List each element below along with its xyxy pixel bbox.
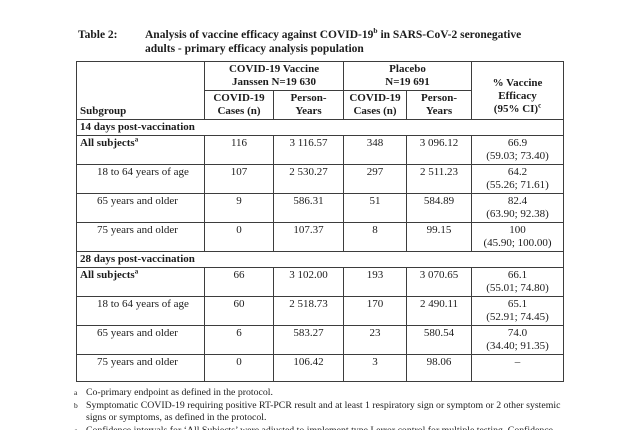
column-header-placebo-cases: COVID-19 Cases (n) xyxy=(343,90,408,120)
footnote-b: b Symptomatic COVID-19 requiring positiv… xyxy=(73,400,565,424)
subgroup-cell: 65 years and older xyxy=(76,193,205,223)
placebo-cases-cell: 23 xyxy=(343,325,408,355)
efficacy-cell: 66.1 (55.01; 74.80) xyxy=(471,267,565,297)
vaccine-person-years-cell: 2 530.27 xyxy=(272,164,345,194)
efficacy-cell: 64.2 (55.26; 71.61) xyxy=(471,164,565,194)
footnote-marker: c xyxy=(73,425,86,430)
footnote-marker-a: a xyxy=(134,135,139,144)
table-row: 65 years and older 6 583.27 23 580.54 74… xyxy=(76,325,565,355)
title-line2: adults - primary efficacy analysis popul… xyxy=(145,42,364,55)
efficacy-cell: 66.9 (59.03; 73.40) xyxy=(471,135,565,165)
vaccine-cases-cell: 0 xyxy=(204,222,274,252)
placebo-cases-cell: 348 xyxy=(343,135,408,165)
vaccine-person-years-cell: 3 116.57 xyxy=(272,135,345,165)
vaccine-cases-cell: 9 xyxy=(204,193,274,223)
efficacy-cell: 74.0 (34.40; 91.35) xyxy=(471,325,565,355)
vaccine-cases-cell: 116 xyxy=(204,135,274,165)
table-number-label: Table 2: xyxy=(78,29,118,41)
column-header-placebo-person-years: Person- Years xyxy=(406,90,473,120)
title-line1: Analysis of vaccine efficacy against COV… xyxy=(145,26,522,41)
efficacy-cell: – xyxy=(471,354,565,382)
vaccine-person-years-cell: 583.27 xyxy=(272,325,345,355)
placebo-cases-cell: 3 xyxy=(343,354,408,382)
subgroup-cell: 75 years and older xyxy=(76,222,205,252)
vaccine-efficacy-table: Subgroup COVID-19 Vaccine Janssen N=19 6… xyxy=(75,61,565,382)
vaccine-person-years-cell: 107.37 xyxy=(272,222,345,252)
placebo-cases-cell: 170 xyxy=(343,296,408,326)
placebo-person-years-cell: 3 070.65 xyxy=(406,267,473,297)
placebo-person-years-cell: 99.15 xyxy=(406,222,473,252)
efficacy-cell: 82.4 (63.90; 92.38) xyxy=(471,193,565,223)
efficacy-cell: 100 (45.90; 100.00) xyxy=(471,222,565,252)
table-title: Table 2: Analysis of vaccine efficacy ag… xyxy=(78,26,639,56)
table-footnotes: a Co-primary endpoint as defined in the … xyxy=(73,387,565,430)
vaccine-cases-cell: 0 xyxy=(204,354,274,382)
table-row: All subjectsa 116 3 116.57 348 3 096.12 … xyxy=(76,135,565,165)
subgroup-cell: 65 years and older xyxy=(76,325,205,355)
placebo-cases-cell: 8 xyxy=(343,222,408,252)
subgroup-cell: All subjectsa xyxy=(76,135,205,165)
placebo-person-years-cell: 2 490.11 xyxy=(406,296,473,326)
footnote-c: c Confidence intervals for ‘All Subjects… xyxy=(73,425,565,430)
footnote-text: Confidence intervals for ‘All Subjects’ … xyxy=(86,425,565,430)
vaccine-person-years-cell: 2 518.73 xyxy=(272,296,345,326)
table-row: All subjectsa 66 3 102.00 193 3 070.65 6… xyxy=(76,267,565,297)
placebo-cases-cell: 51 xyxy=(343,193,408,223)
table-row: 75 years and older 0 106.42 3 98.06 – xyxy=(76,354,565,382)
footnote-marker: b xyxy=(74,401,78,410)
column-header-vaccine-person-years: Person- Years xyxy=(272,90,345,120)
placebo-person-years-cell: 584.89 xyxy=(406,193,473,223)
footnote-text: Co-primary endpoint as defined in the pr… xyxy=(86,387,273,398)
table-header: Subgroup COVID-19 Vaccine Janssen N=19 6… xyxy=(76,61,565,120)
vaccine-cases-cell: 107 xyxy=(204,164,274,194)
title-footnote-marker-b: b xyxy=(373,26,378,36)
table-row: 18 to 64 years of age 60 2 518.73 170 2 … xyxy=(76,296,565,326)
footnote-text: Symptomatic COVID-19 requiring positive … xyxy=(86,400,561,423)
vaccine-person-years-cell: 106.42 xyxy=(272,354,345,382)
placebo-person-years-cell: 580.54 xyxy=(406,325,473,355)
placebo-person-years-cell: 2 511.23 xyxy=(406,164,473,194)
placebo-person-years-cell: 3 096.12 xyxy=(406,135,473,165)
column-group-vaccine: COVID-19 Vaccine Janssen N=19 630 xyxy=(203,61,345,91)
subgroup-cell: 75 years and older xyxy=(76,354,205,382)
subgroup-cell: All subjectsa xyxy=(76,267,205,297)
table-row: 18 to 64 years of age 107 2 530.27 297 2… xyxy=(76,164,565,194)
placebo-cases-cell: 297 xyxy=(343,164,408,194)
subgroup-cell: 18 to 64 years of age xyxy=(76,164,205,194)
column-header-efficacy: % Vaccine Efficacy (95% CI)c xyxy=(471,61,565,120)
section-row-28-days: 28 days post-vaccination xyxy=(75,251,565,268)
section-row-14-days: 14 days post-vaccination xyxy=(75,119,565,136)
column-group-placebo: Placebo N=19 691 xyxy=(343,61,473,91)
placebo-cases-cell: 193 xyxy=(343,267,408,297)
vaccine-cases-cell: 66 xyxy=(204,267,274,297)
column-header-subgroup: Subgroup xyxy=(76,61,205,120)
placebo-person-years-cell: 98.06 xyxy=(406,354,473,382)
efficacy-cell: 65.1 (52.91; 74.45) xyxy=(471,296,565,326)
vaccine-person-years-cell: 3 102.00 xyxy=(272,267,345,297)
subgroup-cell: 18 to 64 years of age xyxy=(76,296,205,326)
table-row: 75 years and older 0 107.37 8 99.15 100(… xyxy=(76,222,565,252)
footnote-a: a Co-primary endpoint as defined in the … xyxy=(73,387,565,399)
column-header-vaccine-cases: COVID-19 Cases (n) xyxy=(204,90,274,120)
table-title-text: Analysis of vaccine efficacy against COV… xyxy=(145,26,555,56)
footnote-marker-a: a xyxy=(134,267,139,276)
vaccine-person-years-cell: 586.31 xyxy=(272,193,345,223)
footnote-marker: a xyxy=(74,388,78,397)
vaccine-cases-cell: 60 xyxy=(204,296,274,326)
efficacy-footnote-marker-c: c xyxy=(538,101,542,110)
table-row: 65 years and older 9 586.31 51 584.89 82… xyxy=(76,193,565,223)
vaccine-cases-cell: 6 xyxy=(204,325,274,355)
